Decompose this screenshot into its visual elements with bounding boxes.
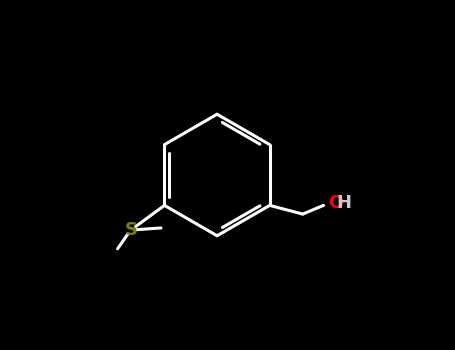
Text: S: S (125, 221, 138, 239)
Text: O: O (328, 194, 343, 212)
Text: H: H (337, 194, 352, 212)
